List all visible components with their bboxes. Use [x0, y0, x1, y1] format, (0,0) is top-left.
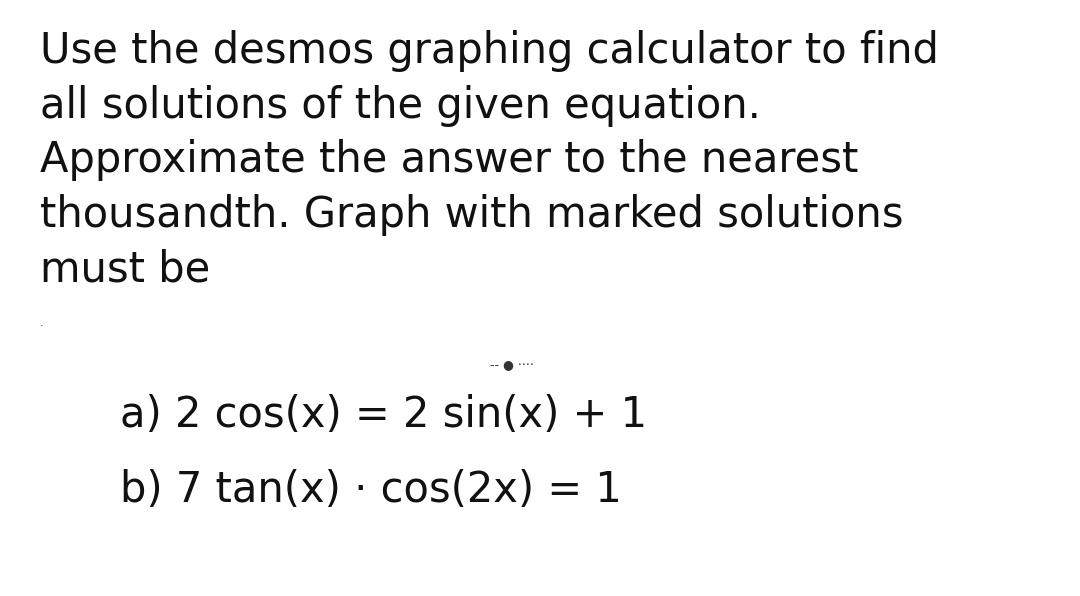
Text: .: .: [40, 318, 43, 328]
Text: Use the desmos graphing calculator to find
all solutions of the given equation.
: Use the desmos graphing calculator to fi…: [40, 30, 939, 290]
Text: -- ● ⋅⋅⋅⋅: -- ● ⋅⋅⋅⋅: [490, 359, 534, 371]
Text: b) 7 tan(x) · cos(2x) = 1: b) 7 tan(x) · cos(2x) = 1: [120, 469, 622, 511]
Text: a) 2 cos(x) = 2 sin(x) + 1: a) 2 cos(x) = 2 sin(x) + 1: [120, 394, 647, 436]
